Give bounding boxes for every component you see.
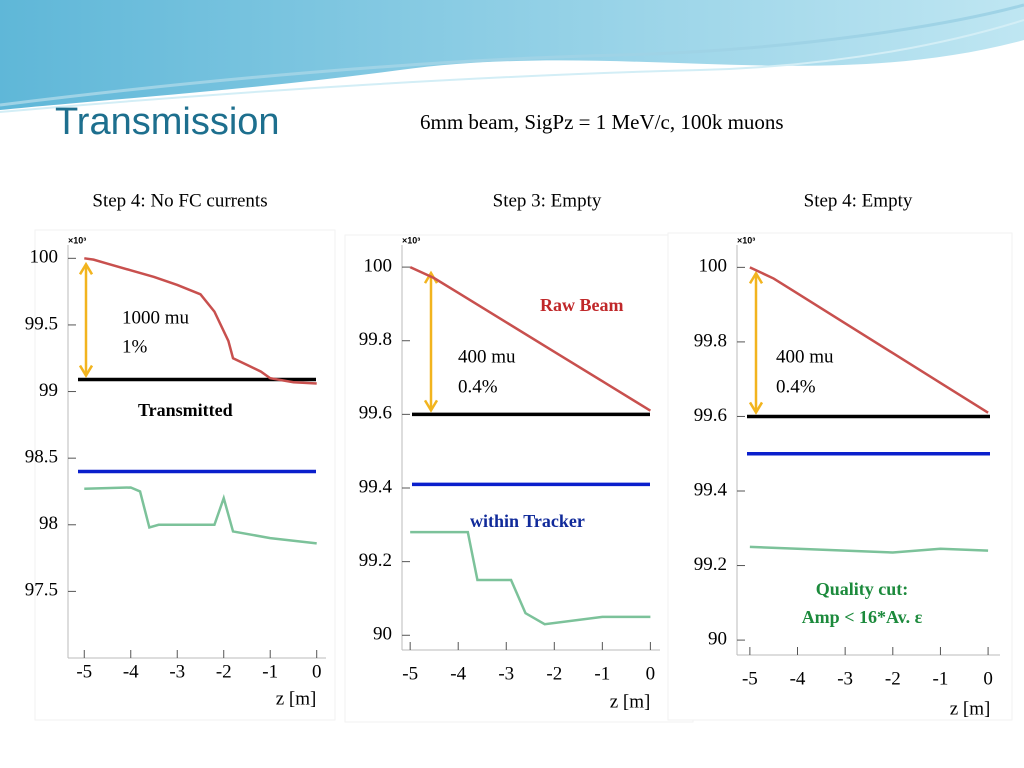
y-tick-label: 100 [364,255,393,276]
arrow-head [78,261,94,378]
chart-title: Step 4: Empty [804,190,913,211]
annotation: Amp < 16*Av. ε [802,607,923,627]
x-tick-label: -5 [402,663,418,684]
annotation: 400 mu [458,346,516,367]
x-tick-label: -2 [546,663,562,684]
annotation: Raw Beam [540,295,624,315]
x-tick-label: -3 [498,663,514,684]
y-tick-label: 99.4 [359,476,393,497]
y-tick-label: 99 [39,380,58,401]
x-tick-label: -1 [933,668,949,689]
x-tick-label: -4 [450,663,466,684]
data-line [84,486,317,545]
x-tick-label: -5 [742,668,758,689]
x-tick-label: -4 [123,661,139,682]
data-line [749,266,989,414]
annotation: 0.4% [458,376,498,397]
data-line [84,257,317,385]
axis-multiplier: ×10³ [737,235,755,245]
chart-frame [34,229,336,721]
y-tick-label: 99.8 [694,330,727,351]
annotation: within Tracker [470,511,585,531]
y-tick-label: 99.2 [694,554,727,575]
arrow-head [748,270,764,415]
x-tick-label: 0 [646,663,656,684]
chart-title: Step 3: Empty [493,190,602,211]
y-tick-label: 99.4 [694,479,728,500]
axis-multiplier: ×10³ [68,235,86,245]
annotation: 400 mu [776,346,834,367]
header-curve [0,19,1024,113]
chart-frame [667,232,1013,721]
y-tick-label: 98.5 [25,447,58,468]
x-axis-label: z [m] [610,691,651,712]
x-tick-label: -4 [790,668,806,689]
data-line [410,530,651,626]
annotation: 1000 mu [122,307,190,328]
y-tick-label: 99.6 [359,403,392,424]
axis-multiplier: ×10³ [402,235,420,245]
y-tick-label: 99.2 [359,550,392,571]
y-tick-label: 99.8 [359,329,392,350]
y-tick-label: 99.6 [694,405,727,426]
annotation: 1% [122,336,148,357]
chart-frame [344,234,694,723]
x-tick-label: 0 [983,668,993,689]
annotation: Transmitted [138,400,233,420]
x-tick-label: 0 [312,661,322,682]
y-tick-label: 98 [39,513,58,534]
y-tick-label: 100 [699,256,728,277]
annotation: Quality cut: [816,579,909,599]
data-line [749,545,989,554]
x-tick-label: -1 [262,661,278,682]
y-tick-label: 99.5 [25,313,58,334]
data-line [409,265,652,412]
header-curve [0,3,1024,107]
slide-title: Transmission [55,101,280,143]
x-axis-label: z [m] [276,688,317,709]
x-tick-label: -2 [885,668,901,689]
x-tick-label: -1 [594,663,610,684]
header-wave [0,0,1024,110]
annotation: 0.4% [776,376,816,397]
y-tick-label: 90 [373,624,392,645]
x-tick-label: -5 [76,661,92,682]
x-axis-label: z [m] [950,698,991,719]
x-tick-label: -2 [216,661,232,682]
x-tick-label: -3 [169,661,185,682]
slide-subtitle: 6mm beam, SigPz = 1 MeV/c, 100k muons [420,110,784,134]
y-tick-label: 100 [30,247,59,268]
chart-title: Step 4: No FC currents [92,190,267,211]
y-tick-label: 90 [708,628,727,649]
y-tick-label: 97.5 [25,580,58,601]
x-tick-label: -3 [837,668,853,689]
